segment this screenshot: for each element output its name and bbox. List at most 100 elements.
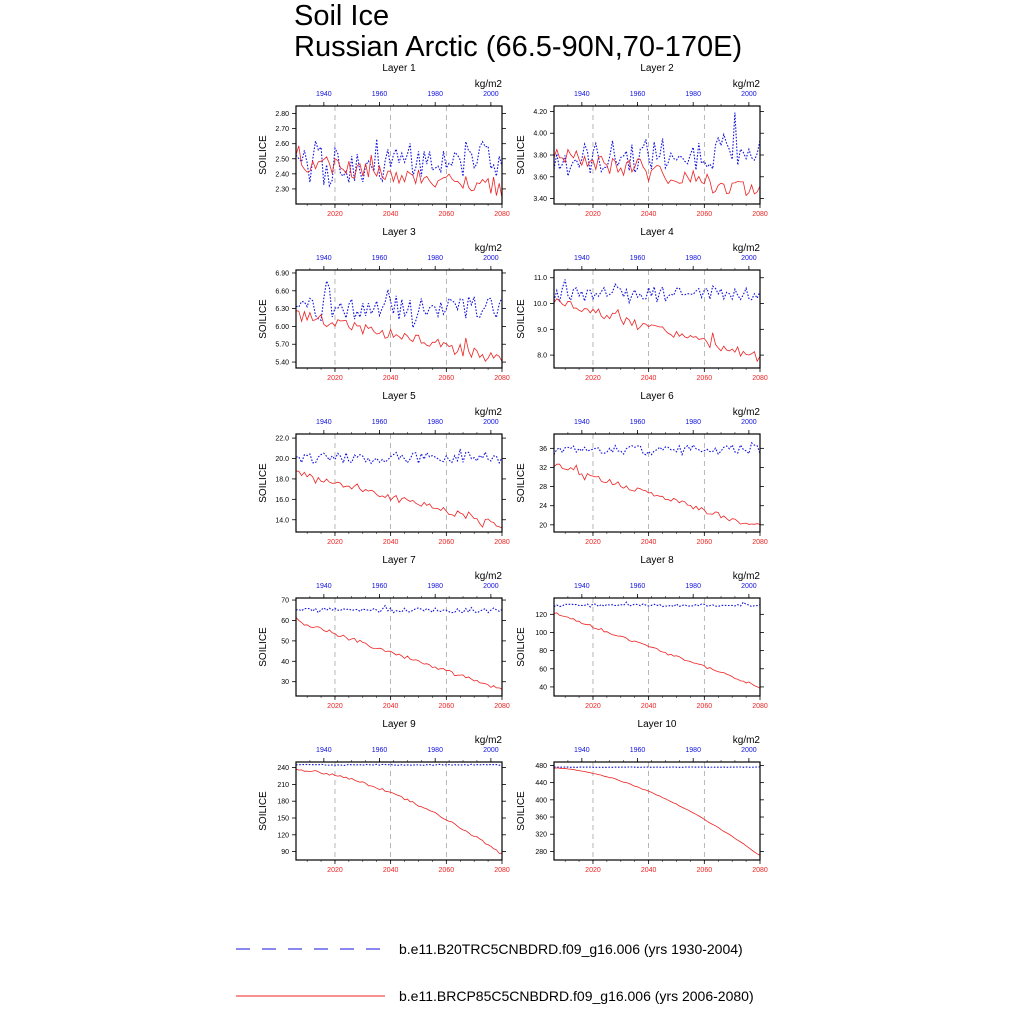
panel-title: Layer 6 <box>640 391 674 402</box>
x-tick-label-top: 1960 <box>630 747 646 754</box>
panel-title: Layer 3 <box>382 227 416 238</box>
plot-frame <box>295 105 503 205</box>
x-tick-label-top: 2000 <box>483 583 499 590</box>
y-axis-label: SOILICE <box>516 463 527 503</box>
x-tick-label-top: 1960 <box>372 419 388 426</box>
x-tick-label-bottom: 2040 <box>383 539 399 546</box>
y-tick-label: 100 <box>535 630 547 637</box>
x-tick-label-bottom: 2040 <box>383 211 399 218</box>
x-tick-label-bottom: 2020 <box>585 539 601 546</box>
x-tick-label-bottom: 2060 <box>439 211 455 218</box>
y-tick-label: 6.60 <box>275 288 289 295</box>
x-tick-label-top: 2000 <box>741 91 757 98</box>
x-tick-label-top: 2000 <box>741 583 757 590</box>
y-axis-label: SOILICE <box>258 791 269 831</box>
x-tick-label-top: 1960 <box>630 419 646 426</box>
x-tick-label-top: 1940 <box>574 255 590 262</box>
x-tick-label-top: 1940 <box>574 91 590 98</box>
y-tick-label: 4.20 <box>533 109 547 116</box>
x-tick-label-bottom: 2040 <box>641 211 657 218</box>
y-axis-label: SOILICE <box>516 627 527 667</box>
series-line-future <box>553 148 761 197</box>
y-tick-label: 2.70 <box>275 126 289 133</box>
units-label: kg/m2 <box>733 735 761 746</box>
x-tick-label-bottom: 2020 <box>327 211 343 218</box>
x-tick-label-bottom: 2040 <box>641 867 657 874</box>
x-tick-label-bottom: 2040 <box>641 703 657 710</box>
plot-frame <box>295 761 503 861</box>
y-axis-label: SOILICE <box>258 135 269 175</box>
units-label: kg/m2 <box>475 407 503 418</box>
series-line-future <box>553 463 761 525</box>
legend-label-hist: b.e11.B20TRC5CNBDRD.f09_g16.006 (yrs 193… <box>399 941 743 957</box>
y-tick-label: 20.0 <box>275 456 289 463</box>
y-tick-label: 30 <box>281 679 289 686</box>
x-tick-label-bottom: 2060 <box>439 703 455 710</box>
series-line-hist <box>295 604 503 614</box>
panel-title: Layer 9 <box>382 719 416 730</box>
y-tick-label: 6.00 <box>275 324 289 331</box>
y-tick-label: 4.00 <box>533 131 547 138</box>
x-tick-label-top: 1960 <box>372 91 388 98</box>
y-tick-label: 60 <box>281 618 289 625</box>
y-tick-label: 22.0 <box>275 436 289 443</box>
y-tick-label: 400 <box>535 797 547 804</box>
x-tick-label-bottom: 2080 <box>494 375 510 382</box>
x-tick-label-top: 1980 <box>685 747 701 754</box>
y-tick-label: 8.0 <box>537 353 547 360</box>
series-line-hist <box>553 441 761 457</box>
x-tick-label-top: 1940 <box>316 91 332 98</box>
plot-frame <box>553 105 761 205</box>
x-tick-label-bottom: 2060 <box>697 375 713 382</box>
x-tick-label-top: 1980 <box>685 91 701 98</box>
x-tick-label-top: 2000 <box>483 747 499 754</box>
x-tick-label-top: 2000 <box>483 91 499 98</box>
y-tick-label: 32 <box>539 465 547 472</box>
panel-title: Layer 10 <box>638 719 677 730</box>
y-axis-label: SOILICE <box>258 627 269 667</box>
x-tick-label-top: 1980 <box>427 255 443 262</box>
x-tick-label-top: 1940 <box>316 583 332 590</box>
x-tick-label-top: 1980 <box>427 583 443 590</box>
y-tick-label: 60 <box>539 666 547 673</box>
y-tick-label: 16.0 <box>275 497 289 504</box>
plot-frame <box>553 597 761 697</box>
x-tick-label-bottom: 2060 <box>439 539 455 546</box>
y-tick-label: 5.70 <box>275 342 289 349</box>
legend-label-future: b.e11.BRCP85C5CNBDRD.f09_g16.006 (yrs 20… <box>399 988 754 1004</box>
y-tick-label: 2.60 <box>275 141 289 148</box>
panel-title: Layer 8 <box>640 555 674 566</box>
y-tick-label: 50 <box>281 638 289 645</box>
units-label: kg/m2 <box>733 571 761 582</box>
y-tick-label: 360 <box>535 815 547 822</box>
x-tick-label-top: 1940 <box>574 419 590 426</box>
y-tick-label: 5.40 <box>275 360 289 367</box>
x-tick-label-bottom: 2040 <box>383 703 399 710</box>
series-line-hist <box>553 601 761 608</box>
series-line-hist <box>553 279 761 305</box>
y-tick-label: 2.50 <box>275 156 289 163</box>
y-tick-label: 90 <box>281 849 289 856</box>
x-tick-label-bottom: 2040 <box>641 539 657 546</box>
x-tick-label-top: 1960 <box>630 583 646 590</box>
x-tick-label-top: 2000 <box>483 419 499 426</box>
x-tick-label-top: 1960 <box>372 747 388 754</box>
plot-frame <box>553 269 761 369</box>
series-line-future <box>553 767 761 856</box>
x-tick-label-top: 1980 <box>427 91 443 98</box>
y-tick-label: 70 <box>281 598 289 605</box>
units-label: kg/m2 <box>733 79 761 90</box>
series-line-future <box>295 768 503 854</box>
series-line-future <box>553 612 761 689</box>
y-tick-label: 3.80 <box>533 153 547 160</box>
x-tick-label-bottom: 2020 <box>585 703 601 710</box>
panel-title: Layer 2 <box>640 63 674 74</box>
plot-frame <box>295 597 503 697</box>
y-tick-label: 240 <box>277 765 289 772</box>
x-tick-label-bottom: 2060 <box>439 375 455 382</box>
series-line-hist <box>553 112 761 177</box>
y-tick-label: 120 <box>535 612 547 619</box>
units-label: kg/m2 <box>475 571 503 582</box>
x-tick-label-top: 1980 <box>685 419 701 426</box>
